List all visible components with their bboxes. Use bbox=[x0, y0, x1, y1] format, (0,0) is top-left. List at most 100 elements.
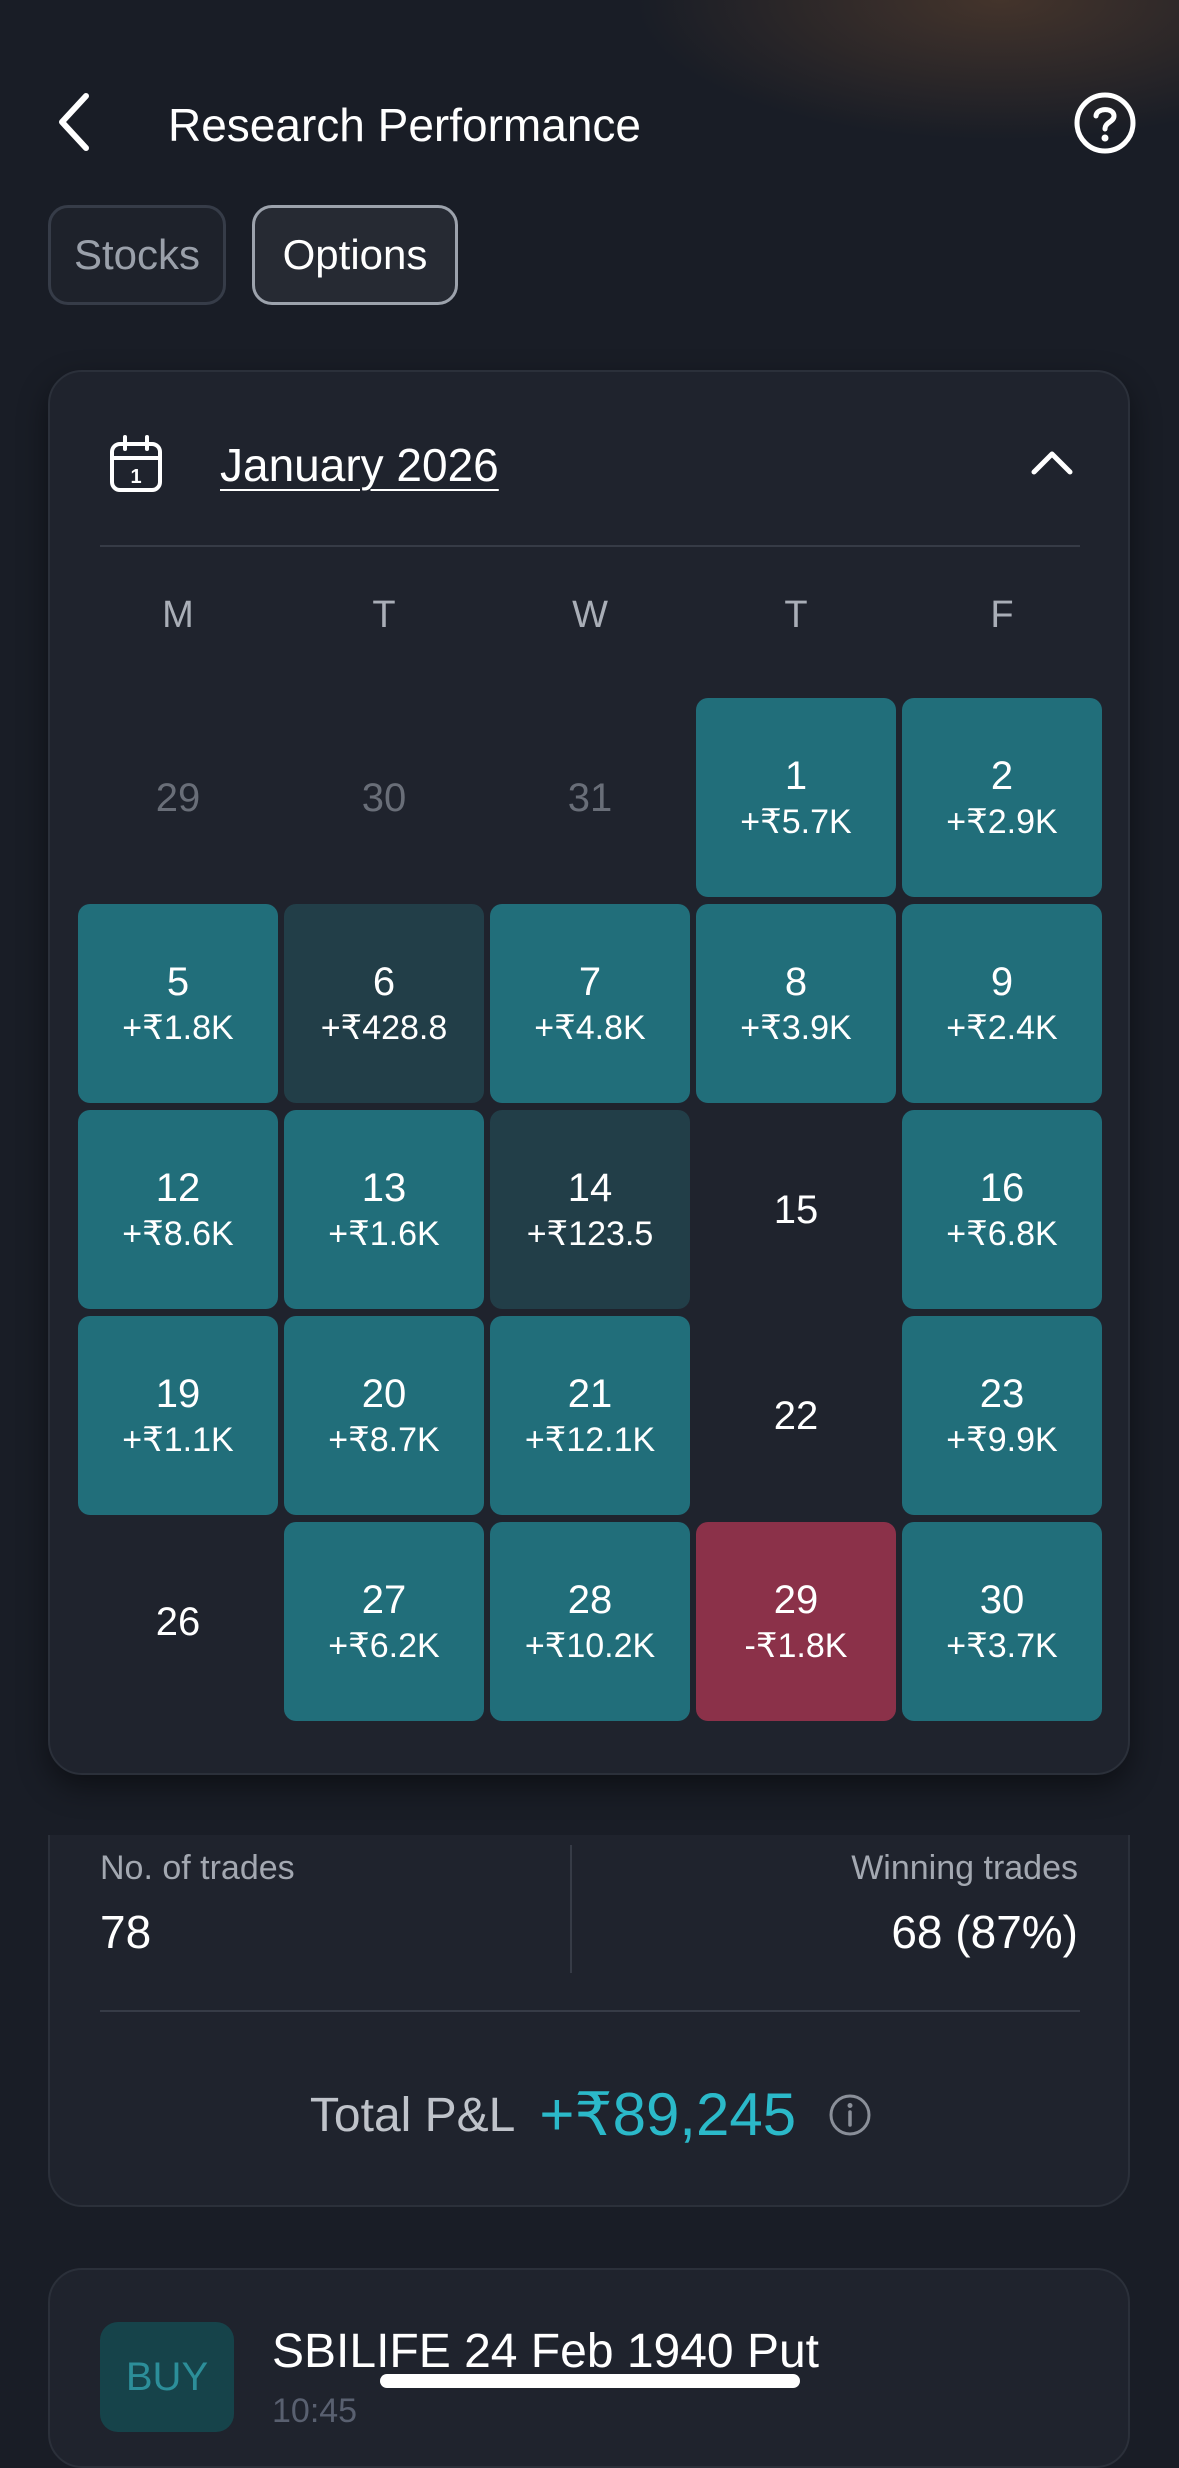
calendar-day-cell: 31 bbox=[490, 698, 690, 897]
day-number: 19 bbox=[155, 1371, 201, 1416]
day-number: 2 bbox=[990, 753, 1014, 798]
calendar-day-cell[interactable]: 15 bbox=[696, 1110, 896, 1309]
day-pnl: +₹8.6K bbox=[122, 1214, 234, 1253]
calendar-day-cell[interactable]: 13 +₹1.6K bbox=[284, 1110, 484, 1309]
calendar-divider bbox=[100, 545, 1080, 547]
day-pnl: +₹3.7K bbox=[946, 1626, 1058, 1665]
weekday-label: F bbox=[990, 594, 1014, 636]
winning-trades-value: 68 (87%) bbox=[891, 1906, 1078, 1958]
weekday-label: T bbox=[784, 594, 808, 636]
day-pnl: +₹4.8K bbox=[534, 1008, 646, 1047]
calendar-day-cell[interactable]: 23 +₹9.9K bbox=[902, 1316, 1102, 1515]
day-number: 21 bbox=[567, 1371, 613, 1416]
day-pnl: +₹2.4K bbox=[946, 1008, 1058, 1047]
day-number: 27 bbox=[361, 1577, 407, 1622]
calendar-day-cell[interactable]: 8 +₹3.9K bbox=[696, 904, 896, 1103]
day-number: 28 bbox=[567, 1577, 613, 1622]
calendar-day-cell[interactable]: 5 +₹1.8K bbox=[78, 904, 278, 1103]
trades-count-value: 78 bbox=[100, 1906, 152, 1958]
chevron-left-icon bbox=[59, 93, 89, 151]
stats-separator bbox=[100, 2010, 1080, 2012]
day-pnl: +₹3.9K bbox=[740, 1008, 852, 1047]
calendar-day-cell[interactable]: 6 +₹428.8 bbox=[284, 904, 484, 1103]
chevron-up-icon bbox=[1031, 451, 1073, 475]
day-number: 29 bbox=[773, 1577, 819, 1622]
day-number: 30 bbox=[361, 775, 407, 820]
day-pnl: -₹1.8K bbox=[744, 1626, 848, 1665]
calendar-day-cell[interactable]: 12 +₹8.6K bbox=[78, 1110, 278, 1309]
day-number: 23 bbox=[979, 1371, 1025, 1416]
total-pl-label: Total P&L bbox=[309, 2088, 516, 2142]
trade-time: 10:45 bbox=[272, 2392, 358, 2430]
tab-stocks[interactable]: Stocks bbox=[48, 205, 226, 305]
help-circle-icon bbox=[1074, 92, 1136, 154]
day-pnl: +₹123.5 bbox=[526, 1214, 654, 1253]
calendar-day-cell[interactable]: 9 +₹2.4K bbox=[902, 904, 1102, 1103]
day-number: 29 bbox=[155, 775, 201, 820]
weekday-label: W bbox=[572, 594, 608, 636]
day-number: 14 bbox=[567, 1165, 613, 1210]
calendar-day-cell[interactable]: 26 bbox=[78, 1522, 278, 1721]
day-pnl: +₹1.1K bbox=[122, 1420, 234, 1459]
calendar-day-cell[interactable]: 2 +₹2.9K bbox=[902, 698, 1102, 897]
day-number: 1 bbox=[784, 753, 808, 798]
day-number: 5 bbox=[166, 959, 190, 1004]
buy-badge: BUY bbox=[100, 2322, 234, 2432]
day-number: 15 bbox=[773, 1187, 819, 1232]
day-pnl: +₹428.8 bbox=[320, 1008, 448, 1047]
month-selector[interactable]: January 2026 bbox=[220, 439, 499, 491]
calendar-day-cell: 29 bbox=[78, 698, 278, 897]
day-pnl: +₹6.2K bbox=[328, 1626, 440, 1665]
trade-title: SBILIFE 24 Feb 1940 Put bbox=[272, 2325, 820, 2378]
day-number: 9 bbox=[990, 959, 1014, 1004]
back-button[interactable] bbox=[52, 82, 122, 162]
home-indicator bbox=[380, 2374, 800, 2388]
calendar-day-cell[interactable]: 7 +₹4.8K bbox=[490, 904, 690, 1103]
calendar-day-cell[interactable]: 16 +₹6.8K bbox=[902, 1110, 1102, 1309]
stats-card: No. of trades 78 Winning trades 68 (87%)… bbox=[48, 1835, 1130, 2207]
day-pnl: +₹8.7K bbox=[328, 1420, 440, 1459]
page-title: Research Performance bbox=[168, 99, 641, 151]
trade-card[interactable]: BUY SBILIFE 24 Feb 1940 Put 10:45 bbox=[48, 2268, 1130, 2468]
calendar-day-cell[interactable]: 14 +₹123.5 bbox=[490, 1110, 690, 1309]
day-pnl: +₹6.8K bbox=[946, 1214, 1058, 1253]
day-number: 30 bbox=[979, 1577, 1025, 1622]
total-pl-value: +₹89,245 bbox=[539, 2081, 797, 2148]
calendar-day-cell[interactable]: 20 +₹8.7K bbox=[284, 1316, 484, 1515]
day-number: 26 bbox=[155, 1599, 201, 1644]
day-pnl: +₹10.2K bbox=[524, 1626, 656, 1665]
day-pnl: +₹5.7K bbox=[740, 802, 852, 841]
weekday-label: T bbox=[372, 594, 396, 636]
winning-trades-label: Winning trades bbox=[851, 1849, 1078, 1887]
day-number: 20 bbox=[361, 1371, 407, 1416]
day-number: 16 bbox=[979, 1165, 1025, 1210]
weekday-label: M bbox=[162, 594, 194, 636]
day-number: 13 bbox=[361, 1165, 407, 1210]
calendar-day-cell[interactable]: 28 +₹10.2K bbox=[490, 1522, 690, 1721]
day-number: 8 bbox=[784, 959, 808, 1004]
help-button[interactable] bbox=[1072, 90, 1138, 156]
day-pnl: +₹2.9K bbox=[946, 802, 1058, 841]
day-number: 6 bbox=[372, 959, 396, 1004]
calendar-card: 1 January 2026 M T W T F 29 30 31 1 +₹5.7K 2 +… bbox=[48, 370, 1130, 1775]
collapse-calendar-button[interactable] bbox=[1022, 434, 1082, 494]
day-pnl: +₹1.6K bbox=[328, 1214, 440, 1253]
svg-text:1: 1 bbox=[130, 466, 141, 488]
calendar-day-cell[interactable]: 29 -₹1.8K bbox=[696, 1522, 896, 1721]
stats-divider bbox=[570, 1845, 572, 1973]
calendar-day-cell[interactable]: 27 +₹6.2K bbox=[284, 1522, 484, 1721]
info-icon[interactable] bbox=[828, 2093, 872, 2137]
calendar-day-cell[interactable]: 21 +₹12.1K bbox=[490, 1316, 690, 1515]
tab-options[interactable]: Options bbox=[252, 205, 458, 305]
calendar-day-cell: 30 bbox=[284, 698, 484, 897]
trades-count-label: No. of trades bbox=[100, 1849, 295, 1887]
calendar-day-cell[interactable]: 19 +₹1.1K bbox=[78, 1316, 278, 1515]
calendar-day-cell[interactable]: 22 bbox=[696, 1316, 896, 1515]
day-number: 12 bbox=[155, 1165, 201, 1210]
total-pl-row: Total P&L +₹89,245 bbox=[50, 2075, 1132, 2155]
day-pnl: +₹12.1K bbox=[524, 1420, 656, 1459]
day-number: 7 bbox=[578, 959, 602, 1004]
day-pnl: +₹9.9K bbox=[946, 1420, 1058, 1459]
calendar-day-cell[interactable]: 1 +₹5.7K bbox=[696, 698, 896, 897]
calendar-day-cell[interactable]: 30 +₹3.7K bbox=[902, 1522, 1102, 1721]
